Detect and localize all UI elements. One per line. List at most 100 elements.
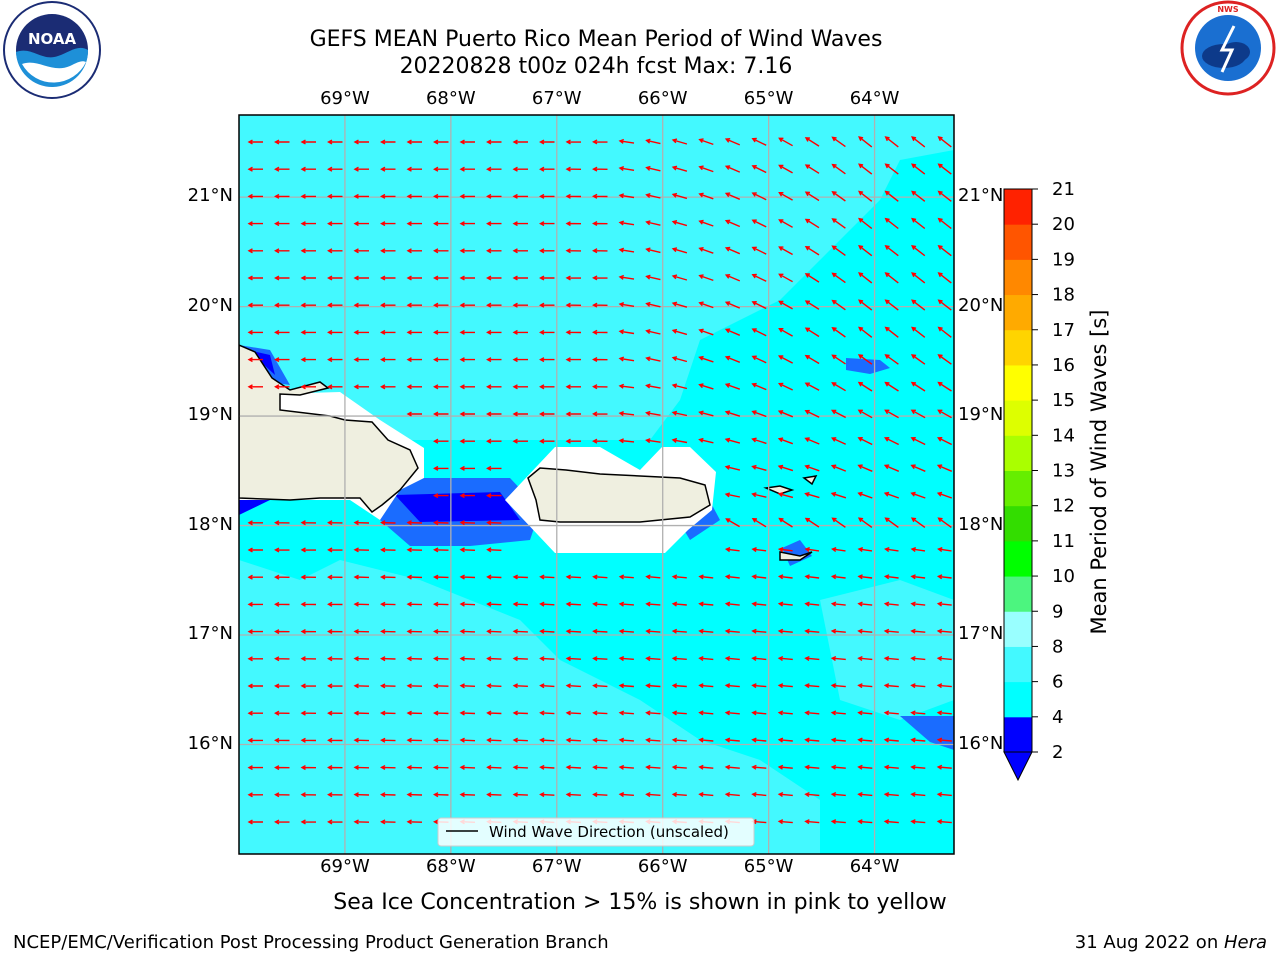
wave-direction-arrow <box>910 601 926 607</box>
wave-direction-arrow <box>804 819 820 825</box>
wave-direction-arrow <box>592 737 608 743</box>
wave-direction-arrow <box>353 601 370 607</box>
wave-direction-arrow <box>592 601 608 607</box>
wave-direction-arrow <box>406 764 423 771</box>
wave-direction-arrow <box>910 683 926 689</box>
wave-direction-arrow <box>539 329 555 335</box>
wave-direction-arrow <box>274 737 290 743</box>
wave-direction-arrow <box>247 302 263 308</box>
wave-direction-arrow <box>804 273 820 283</box>
wave-direction-arrow <box>857 655 873 661</box>
wave-direction-arrow <box>539 656 555 662</box>
wave-direction-arrow <box>804 437 820 445</box>
wave-direction-arrow <box>539 764 555 770</box>
wave-direction-arrow <box>486 357 502 363</box>
wave-direction-arrow <box>300 574 317 580</box>
colorbar-tick-label: 17 <box>1052 320 1075 341</box>
wave-direction-arrow <box>618 411 635 417</box>
wave-direction-arrow <box>512 411 528 417</box>
wave-direction-arrow <box>300 601 317 607</box>
wave-direction-arrow <box>724 710 740 716</box>
wave-direction-arrow <box>459 601 476 607</box>
wave-direction-arrow <box>698 737 714 743</box>
wave-direction-arrow <box>459 248 475 254</box>
map-gridlines <box>239 115 954 854</box>
wave-direction-arrow <box>910 655 926 661</box>
wave-direction-arrow <box>671 791 687 798</box>
wave-direction-arrow <box>406 221 422 227</box>
wave-direction-arrow <box>300 221 316 227</box>
wave-direction-arrow <box>618 792 634 798</box>
wave-direction-arrow <box>486 465 502 471</box>
wave-direction-arrow <box>380 547 396 553</box>
wave-direction-arrow <box>777 628 793 634</box>
wave-direction-arrow <box>539 737 555 743</box>
wave-direction-arrow <box>618 274 635 280</box>
wave-direction-arrow <box>884 136 899 148</box>
colorbar-segment <box>1004 576 1032 612</box>
wave-direction-arrow <box>433 547 449 553</box>
wave-direction-arrow <box>486 166 502 172</box>
wave-direction-arrow <box>539 275 555 281</box>
wave-direction-arrow <box>247 574 263 580</box>
wave-direction-arrow <box>327 683 343 689</box>
wave-direction-arrow <box>911 244 926 257</box>
wave-direction-arrow <box>937 217 952 230</box>
wave-direction-arrow <box>724 383 741 390</box>
wave-direction-arrow <box>380 166 396 172</box>
wave-direction-arrow <box>380 302 396 308</box>
wave-direction-arrow <box>645 655 661 662</box>
wave-direction-arrow <box>486 628 502 634</box>
wave-direction-arrow <box>486 493 502 499</box>
wave-direction-arrow <box>698 655 714 661</box>
wave-direction-arrow <box>327 628 343 635</box>
wave-direction-arrow <box>910 464 926 472</box>
wave-direction-arrow <box>406 357 422 363</box>
wave-direction-arrow <box>883 655 899 661</box>
wave-direction-arrow <box>300 357 316 363</box>
wave-direction-arrow <box>777 655 793 661</box>
wave-direction-arrow <box>459 438 475 444</box>
wave-direction-arrow <box>486 574 502 580</box>
wave-direction-arrow <box>751 547 767 553</box>
wave-direction-arrow <box>804 683 820 689</box>
lat-tick-label-left: 21°N <box>187 185 233 207</box>
wave-direction-arrow <box>353 357 369 363</box>
wave-direction-arrow <box>459 628 476 635</box>
wave-direction-arrow <box>884 244 899 257</box>
wave-direction-arrow <box>618 737 634 743</box>
wave-direction-arrow <box>777 355 794 364</box>
wave-direction-arrow <box>911 190 926 202</box>
wave-direction-arrow <box>565 302 582 308</box>
wave-direction-arrow <box>830 737 846 743</box>
wave-direction-arrow <box>486 547 502 553</box>
svg-text:NWS: NWS <box>1217 5 1239 14</box>
wave-direction-arrow <box>327 819 343 825</box>
wave-direction-arrow <box>565 601 581 607</box>
wave-direction-arrow <box>804 245 820 256</box>
wave-direction-arrow <box>883 710 899 716</box>
wave-direction-arrow <box>565 384 581 390</box>
wave-direction-arrow <box>724 301 741 309</box>
wave-direction-arrow <box>804 464 820 472</box>
wave-direction-arrow <box>671 437 688 444</box>
chart-title-line1: GEFS MEAN Puerto Rico Mean Period of Win… <box>309 27 883 52</box>
wave-direction-arrow <box>857 791 873 797</box>
wave-direction-arrow <box>380 683 396 689</box>
wave-direction-arrow <box>724 246 741 255</box>
wave-direction-arrow <box>724 574 740 580</box>
wave-direction-arrow <box>380 656 396 662</box>
wave-direction-arrow <box>539 574 555 580</box>
wave-direction-arrow <box>751 410 767 418</box>
wave-direction-arrow <box>353 248 369 254</box>
wave-direction-arrow <box>406 547 423 553</box>
wave-direction-arrow <box>671 383 688 390</box>
wave-direction-arrow <box>618 383 635 389</box>
wave-direction-arrow <box>883 819 899 825</box>
wave-direction-arrow <box>433 411 449 417</box>
wave-direction-arrow <box>936 791 952 797</box>
wave-direction-arrow <box>459 384 475 390</box>
wave-direction-arrow <box>486 221 502 227</box>
wave-direction-arrow <box>433 166 449 172</box>
